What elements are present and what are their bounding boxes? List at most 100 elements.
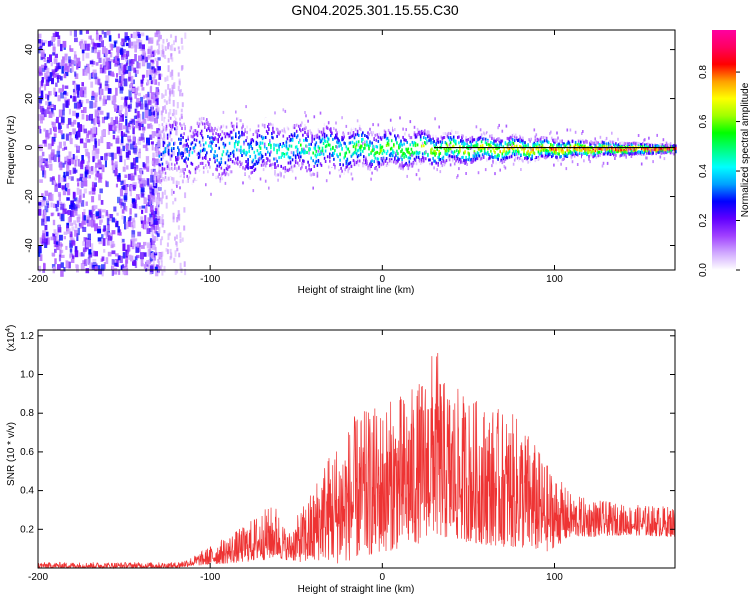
spectrogram-cell	[118, 269, 121, 275]
spectrogram-cell	[271, 132, 273, 135]
spectrogram-cell	[86, 161, 90, 167]
spectrogram-cell	[496, 143, 498, 147]
spectrogram-cell	[314, 145, 317, 149]
spectrogram-cell	[135, 122, 139, 129]
spectrogram-cell	[493, 149, 495, 153]
spectrogram-cell	[325, 144, 328, 148]
spectrogram-cell	[540, 142, 543, 146]
spectrogram-cell	[385, 157, 388, 161]
spectrogram-cell	[445, 159, 448, 163]
spectrogram-cell	[108, 70, 112, 76]
spectrogram-cell	[209, 141, 211, 145]
spectrogram-cell	[175, 234, 178, 240]
spectrogram-cell	[57, 35, 61, 40]
spectrogram-frame	[37, 29, 676, 271]
spectrogram-cell	[150, 63, 154, 68]
spectrogram-cell	[107, 251, 112, 257]
spectrogram-cell	[117, 33, 120, 39]
spectrogram-cell	[248, 175, 250, 179]
spectrogram-cell	[112, 73, 115, 77]
spectrogram-cell	[279, 171, 281, 175]
spectrogram-cell	[536, 137, 539, 141]
spectrogram-cell	[362, 164, 364, 168]
spectrogram-cell	[142, 129, 145, 133]
spectrogram-cell	[574, 140, 577, 144]
spectrogram-cell	[147, 178, 150, 187]
spectrogram-cell	[550, 148, 552, 152]
spectrogram-cell	[139, 194, 142, 198]
spectrogram-cell	[249, 176, 251, 180]
spectrogram-cell	[573, 144, 576, 148]
spectrogram-cell	[49, 177, 53, 182]
spectrogram-cell	[315, 155, 318, 159]
spectrogram-cell	[257, 152, 260, 156]
spectrogram-cell	[646, 144, 648, 148]
spectrogram-cell	[366, 162, 368, 165]
spectrogram-cell	[392, 128, 394, 132]
spectrogram-cell	[216, 124, 218, 128]
spectrogram-cell	[265, 161, 268, 165]
spectrogram-cell	[91, 166, 94, 172]
spectrogram-cell	[285, 144, 288, 148]
spectrogram-cell	[358, 124, 361, 128]
spectrogram-cell	[124, 96, 129, 100]
spectrogram-cell	[497, 137, 499, 141]
spectrogram-cell	[560, 162, 562, 166]
spectrogram-cell	[449, 136, 452, 140]
spectrogram-cell	[38, 33, 42, 39]
spectrogram-cell	[405, 147, 407, 151]
spectrogram-cell	[496, 147, 498, 151]
spectrogram-cell	[181, 102, 184, 108]
spectrogram-cell	[400, 166, 402, 170]
spectrogram-cell	[532, 142, 534, 146]
spectrogram-cell	[554, 140, 556, 144]
spectrogram-cell	[233, 161, 236, 165]
spectrogram-cell	[542, 136, 545, 139]
spectrogram-cell	[103, 262, 106, 269]
spectrogram-cell	[216, 168, 218, 172]
spectrogram-cell	[255, 160, 258, 164]
spectrogram-cell	[48, 91, 51, 96]
spectrogram-cell	[279, 142, 281, 146]
spectrogram-cell	[392, 154, 394, 158]
spectrogram-cell	[294, 154, 297, 158]
spectrogram-cell	[398, 144, 400, 148]
spectrogram-cell	[164, 171, 167, 175]
spectrogram-cell	[452, 144, 455, 148]
spectrogram-cell	[60, 243, 64, 247]
spectrogram-cell	[590, 153, 592, 157]
spectrogram-cell	[207, 170, 209, 174]
spectrogram-cell	[199, 149, 202, 153]
spectrogram-cell	[149, 256, 153, 262]
spectrogram-cell	[146, 79, 150, 85]
spectrogram-cell	[321, 133, 324, 137]
spectrogram-cell	[125, 118, 128, 127]
spectrogram-cell	[380, 157, 383, 161]
spectrogram-cell	[169, 248, 172, 254]
spectrogram-cell	[107, 130, 111, 135]
spectrogram-cell	[464, 161, 466, 165]
spectrogram-cell	[298, 155, 300, 159]
spectrogram-cell	[60, 269, 64, 277]
spectrogram-cell	[499, 168, 501, 172]
spectrogram-cell	[627, 147, 630, 151]
spectrogram-cell	[216, 154, 218, 158]
spectrogram-cell	[137, 86, 140, 91]
spectrogram-cell	[412, 152, 415, 156]
spectrogram-cell	[94, 76, 99, 85]
y-tick-label: 0	[24, 144, 35, 150]
spectrogram-cell	[65, 171, 69, 177]
spectrogram-cell	[385, 152, 388, 155]
x-tick-label: 0	[380, 274, 386, 285]
spectrogram-cell	[547, 141, 550, 144]
spectrogram-cell	[63, 90, 67, 95]
spectrogram-cell	[498, 137, 500, 141]
spectrogram-cell	[157, 193, 160, 201]
spectrogram-cell	[101, 40, 104, 47]
spectrogram-cell	[277, 164, 279, 168]
spectrogram-cell	[583, 151, 585, 155]
spectrogram-cell	[356, 149, 359, 153]
spectrogram-cell	[325, 125, 328, 129]
spectrogram-cell	[73, 197, 78, 202]
spectrogram-cell	[232, 154, 235, 158]
